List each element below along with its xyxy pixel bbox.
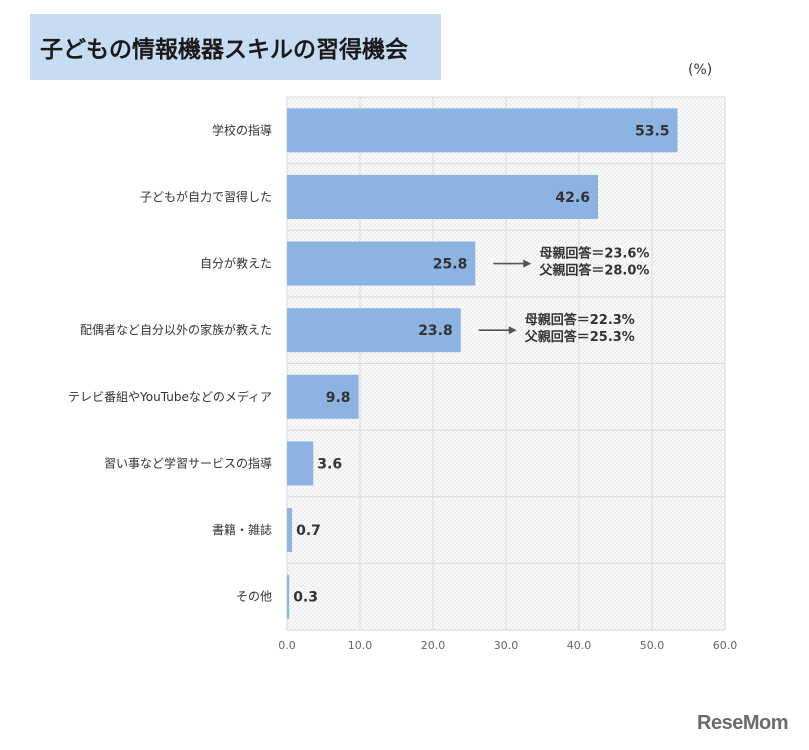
annotation-text: 母親回答＝22.3%: [525, 312, 635, 328]
value-label: 0.7: [296, 523, 321, 539]
category-label: 子どもが自力で習得した: [140, 189, 272, 204]
value-label: 53.5: [635, 123, 670, 139]
value-labels: 53.5 42.6 25.8 23.8 9.8 3.6 0.7 0.3: [293, 123, 669, 605]
annotation-text: 父親回答＝28.0%: [538, 263, 649, 279]
category-label: 書籍・雑誌: [212, 522, 272, 537]
x-tick-label: 50.0: [640, 639, 665, 652]
x-tick-label: 20.0: [421, 639, 446, 652]
x-tick-label: 60.0: [713, 639, 738, 652]
x-tick-label: 10.0: [348, 639, 373, 652]
value-label: 9.8: [326, 390, 351, 406]
value-label: 3.6: [317, 456, 342, 472]
x-tick-label: 0.0: [278, 639, 296, 652]
category-label: 自分が教えた: [200, 256, 272, 271]
bars: [287, 108, 678, 619]
value-label: 0.3: [293, 590, 318, 606]
bar: [287, 108, 678, 153]
value-label: 25.8: [433, 257, 468, 273]
unit-label: (%): [688, 62, 713, 78]
category-labels: 学校の指導子どもが自力で習得した自分が教えた配偶者など自分以外の家族が教えたテレ…: [68, 122, 272, 603]
title-banner: [30, 14, 441, 80]
annotation-arrowhead: [508, 326, 517, 335]
annotations: 母親回答＝23.6%父親回答＝28.0% 母親回答＝22.3%父親回答＝25.3%: [478, 246, 649, 345]
bar: [287, 308, 461, 353]
chart-title: 子どもの情報機器スキルの習得機会: [40, 37, 408, 63]
category-label: その他: [236, 590, 272, 604]
bar: [287, 508, 293, 553]
value-label: 42.6: [555, 190, 590, 206]
bar: [287, 374, 359, 419]
x-tick-label: 40.0: [567, 639, 592, 652]
bar: [287, 441, 314, 486]
resemom-logo: ReseMom: [697, 712, 788, 734]
bar: [287, 174, 598, 219]
category-label: テレビ番組やYouTubeなどのメディア: [68, 389, 272, 404]
bar: [287, 574, 290, 619]
category-label: 学校の指導: [212, 122, 272, 137]
value-label: 23.8: [418, 323, 453, 339]
annotation-text: 母親回答＝23.6%: [539, 246, 649, 262]
category-label: 習い事など学習サービスの指導: [104, 455, 272, 470]
annotation-arrowhead: [523, 259, 532, 268]
annotation-text: 父親回答＝25.3%: [524, 329, 635, 345]
x-tick-labels: 0.0 10.0 20.0 30.0 40.0 50.0 60.0: [278, 639, 737, 652]
x-tick-label: 30.0: [494, 639, 519, 652]
category-label: 配偶者など自分以外の家族が教えた: [80, 322, 272, 337]
bar: [287, 241, 476, 286]
